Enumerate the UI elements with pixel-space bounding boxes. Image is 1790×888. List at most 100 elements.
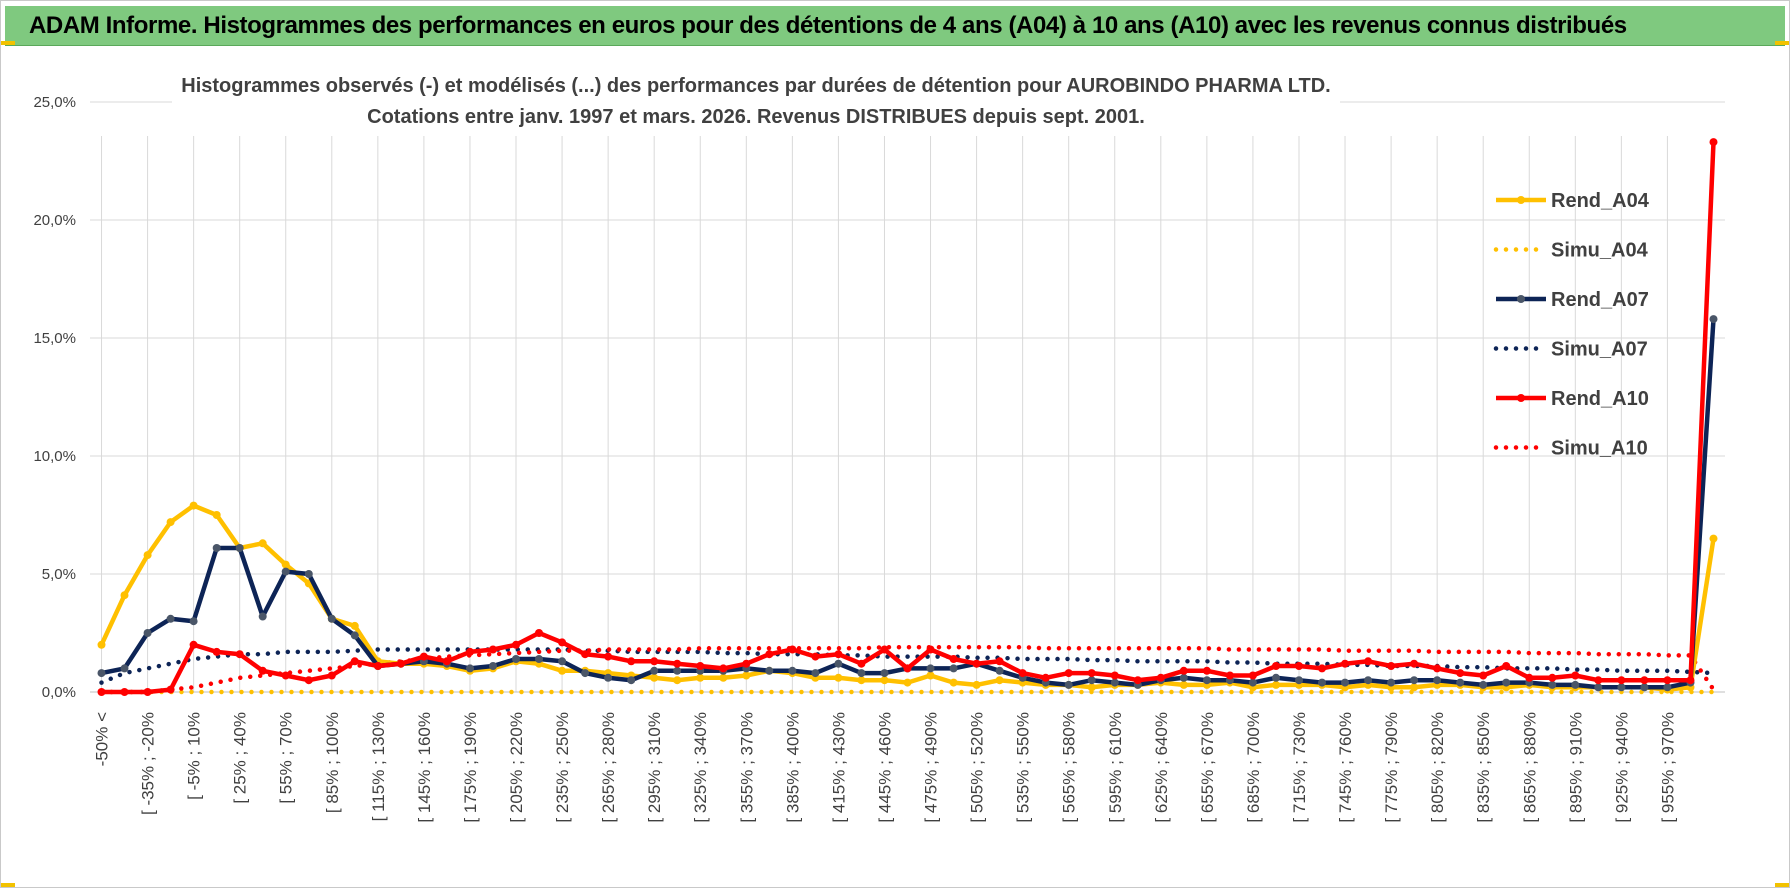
chart-title: Histogrammes observés (-) et modélisés (… xyxy=(181,75,1330,97)
grid-lines xyxy=(90,101,1725,693)
data-point-rend_a07 xyxy=(1410,676,1419,685)
data-point-rend_a07 xyxy=(765,666,774,675)
report-banner: ADAM Informe. Histogrammes des performan… xyxy=(5,6,1785,46)
data-point-rend_a07 xyxy=(327,614,336,623)
data-point-rend_a10 xyxy=(765,650,774,659)
data-point-rend_a07 xyxy=(1571,680,1580,689)
data-point-rend_a07 xyxy=(466,664,474,673)
x-tick-label: [ 805% ; 820% xyxy=(1428,712,1447,823)
data-point-rend_a10 xyxy=(373,662,382,670)
data-point-rend_a07 xyxy=(857,669,866,678)
x-tick-label: [ 865% ; 880% xyxy=(1520,712,1539,823)
y-tick-label: 5,0% xyxy=(42,566,76,583)
data-point-rend_a10 xyxy=(1502,662,1511,670)
data-point-rend_a10 xyxy=(627,657,636,666)
data-point-rend_a07 xyxy=(1663,683,1672,692)
x-tick-label: [ 535% ; 550% xyxy=(1014,712,1033,823)
data-point-rend_a10 xyxy=(949,655,958,663)
data-point-rend_a07 xyxy=(143,629,152,637)
data-point-rend_a10 xyxy=(1387,662,1396,670)
x-axis: -50% < [ -35% ; -20% [ -5% ; 10% [ 25% ; 40… xyxy=(93,712,1678,823)
x-tick-label: [ -5% ; 10% xyxy=(185,712,204,800)
x-tick-label: [ 745% ; 760% xyxy=(1336,712,1355,823)
data-point-rend_a10 xyxy=(1341,659,1349,668)
data-point-rend_a07 xyxy=(1617,683,1626,692)
legend-marker xyxy=(1517,394,1525,402)
data-point-rend_a10 xyxy=(1456,669,1465,678)
x-tick-label: [ 265% ; 280% xyxy=(599,712,618,823)
data-point-rend_a04 xyxy=(857,676,866,685)
data-point-rend_a04 xyxy=(1179,680,1188,689)
x-tick-label: [ 835% ; 850% xyxy=(1474,712,1493,823)
data-point-rend_a07 xyxy=(627,676,636,685)
x-tick-label: [ 55% ; 70% xyxy=(277,712,296,804)
data-point-rend_a10 xyxy=(143,688,152,696)
data-point-rend_a04 xyxy=(97,640,106,649)
data-point-rend_a04 xyxy=(926,671,935,680)
data-point-rend_a07 xyxy=(166,614,175,623)
x-tick-label: [ 895% ; 910% xyxy=(1566,712,1585,823)
data-point-rend_a04 xyxy=(972,680,981,689)
data-point-rend_a10 xyxy=(788,645,797,654)
data-point-rend_a10 xyxy=(419,652,428,661)
data-point-rend_a07 xyxy=(673,666,682,675)
data-point-rend_a07 xyxy=(1295,676,1303,685)
data-point-rend_a10 xyxy=(1064,669,1073,678)
data-point-rend_a10 xyxy=(327,671,336,680)
data-point-rend_a10 xyxy=(857,659,866,668)
data-point-rend_a10 xyxy=(1179,666,1188,675)
legend-label: Rend_A04 xyxy=(1551,190,1650,212)
x-tick-label: [ 595% ; 610% xyxy=(1106,712,1125,823)
x-tick-label: [ 385% ; 400% xyxy=(783,712,802,823)
data-point-rend_a04 xyxy=(1709,534,1718,543)
x-tick-label: [ 175% ; 190% xyxy=(461,712,480,823)
data-point-rend_a07 xyxy=(512,655,520,663)
data-point-rend_a07 xyxy=(489,662,497,670)
data-point-rend_a07 xyxy=(1387,678,1396,687)
data-point-rend_a10 xyxy=(1202,666,1211,675)
x-tick-label: [ 475% ; 490% xyxy=(922,712,941,823)
data-point-rend_a10 xyxy=(742,659,751,668)
data-point-rend_a10 xyxy=(834,650,843,659)
data-point-rend_a10 xyxy=(120,688,129,696)
data-point-rend_a10 xyxy=(972,659,981,668)
data-point-rend_a07 xyxy=(1640,683,1649,692)
data-point-rend_a10 xyxy=(489,645,497,654)
x-tick-label: [ 955% ; 970% xyxy=(1658,712,1677,823)
data-point-rend_a10 xyxy=(1018,669,1027,678)
corner-accent-bottom-left xyxy=(1,883,15,887)
chart-subtitle: Cotations entre janv. 1997 et mars. 2026… xyxy=(367,106,1145,128)
data-point-rend_a10 xyxy=(97,688,106,696)
data-point-rend_a07 xyxy=(1272,673,1280,682)
data-point-rend_a10 xyxy=(1248,671,1257,680)
data-point-rend_a10 xyxy=(1479,671,1488,680)
data-point-rend_a10 xyxy=(1410,659,1419,668)
series-line-rend_a07 xyxy=(101,318,1716,690)
data-point-rend_a10 xyxy=(1318,664,1326,673)
data-point-rend_a10 xyxy=(235,650,244,659)
data-point-rend_a04 xyxy=(1410,683,1419,692)
data-point-rend_a10 xyxy=(811,652,820,661)
y-tick-label: 0,0% xyxy=(42,684,76,701)
data-point-rend_a10 xyxy=(1295,662,1303,670)
legend-label: Rend_A07 xyxy=(1551,289,1649,311)
data-point-rend_a07 xyxy=(834,659,843,668)
x-tick-label: [ 445% ; 460% xyxy=(875,712,894,823)
data-point-rend_a04 xyxy=(281,560,290,569)
data-point-rend_a10 xyxy=(350,657,359,666)
data-point-rend_a10 xyxy=(512,640,520,649)
data-point-rend_a07 xyxy=(995,666,1004,675)
data-point-rend_a04 xyxy=(903,678,912,687)
data-point-rend_a04 xyxy=(673,676,682,685)
data-point-rend_a10 xyxy=(535,629,543,637)
data-point-rend_a07 xyxy=(1594,683,1603,692)
series-group xyxy=(97,138,1718,696)
data-point-rend_a10 xyxy=(926,645,935,654)
corner-accent-top-right xyxy=(1775,41,1789,45)
data-point-rend_a04 xyxy=(166,518,175,527)
data-point-rend_a10 xyxy=(1364,657,1373,666)
data-point-rend_a10 xyxy=(212,647,221,656)
x-tick-label: [ 715% ; 730% xyxy=(1290,712,1309,823)
data-point-rend_a07 xyxy=(120,664,129,673)
